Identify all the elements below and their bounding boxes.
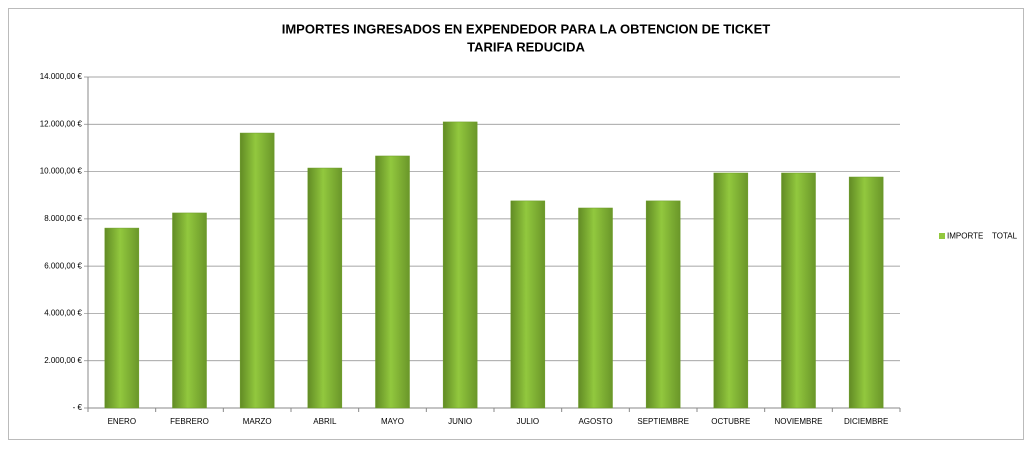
bar xyxy=(172,212,207,409)
x-tick-label: MARZO xyxy=(243,417,272,426)
bar xyxy=(713,172,749,409)
bar xyxy=(645,200,681,409)
x-tick-label: JULIO xyxy=(516,417,539,426)
bar xyxy=(442,121,478,409)
x-tick-label: NOVIEMBRE xyxy=(774,417,822,426)
x-tick-label: SEPTIEMBRE xyxy=(637,417,689,426)
x-tick-label: AGOSTO xyxy=(578,417,612,426)
bar xyxy=(307,167,343,409)
bar xyxy=(104,227,140,409)
y-tick-label: 10.000,00 € xyxy=(40,167,83,176)
y-tick-label: 8.000,00 € xyxy=(44,214,82,223)
legend-label: IMPORTE TOTAL xyxy=(947,232,1018,241)
bar xyxy=(510,200,546,409)
x-tick-label: FEBRERO xyxy=(170,417,209,426)
bar xyxy=(375,155,410,409)
x-tick-label: ENERO xyxy=(108,417,136,426)
bar xyxy=(578,207,613,409)
y-tick-label: 4.000,00 € xyxy=(44,309,82,318)
x-tick-label: JUNIO xyxy=(448,417,472,426)
bar xyxy=(781,172,816,409)
x-tick-label: ABRIL xyxy=(313,417,337,426)
y-tick-label: - € xyxy=(73,403,83,412)
legend-swatch xyxy=(939,233,945,239)
chart-subtitle: TARIFA REDUCIDA xyxy=(467,39,585,54)
x-tick-label: MAYO xyxy=(381,417,404,426)
bar xyxy=(239,132,275,409)
x-tick-label: OCTUBRE xyxy=(711,417,750,426)
bar xyxy=(848,176,884,409)
x-tick-label: DICIEMBRE xyxy=(844,417,888,426)
chart-title: IMPORTES INGRESADOS EN EXPENDEDOR PARA L… xyxy=(282,21,771,36)
y-tick-label: 12.000,00 € xyxy=(40,119,83,128)
y-tick-label: 6.000,00 € xyxy=(44,261,82,270)
y-tick-label: 2.000,00 € xyxy=(44,356,82,365)
y-tick-label: 14.000,00 € xyxy=(40,72,83,81)
